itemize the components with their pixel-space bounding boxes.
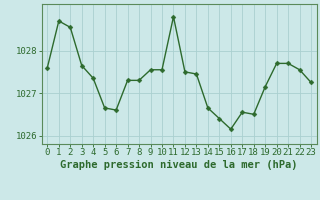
X-axis label: Graphe pression niveau de la mer (hPa): Graphe pression niveau de la mer (hPa) [60, 160, 298, 170]
